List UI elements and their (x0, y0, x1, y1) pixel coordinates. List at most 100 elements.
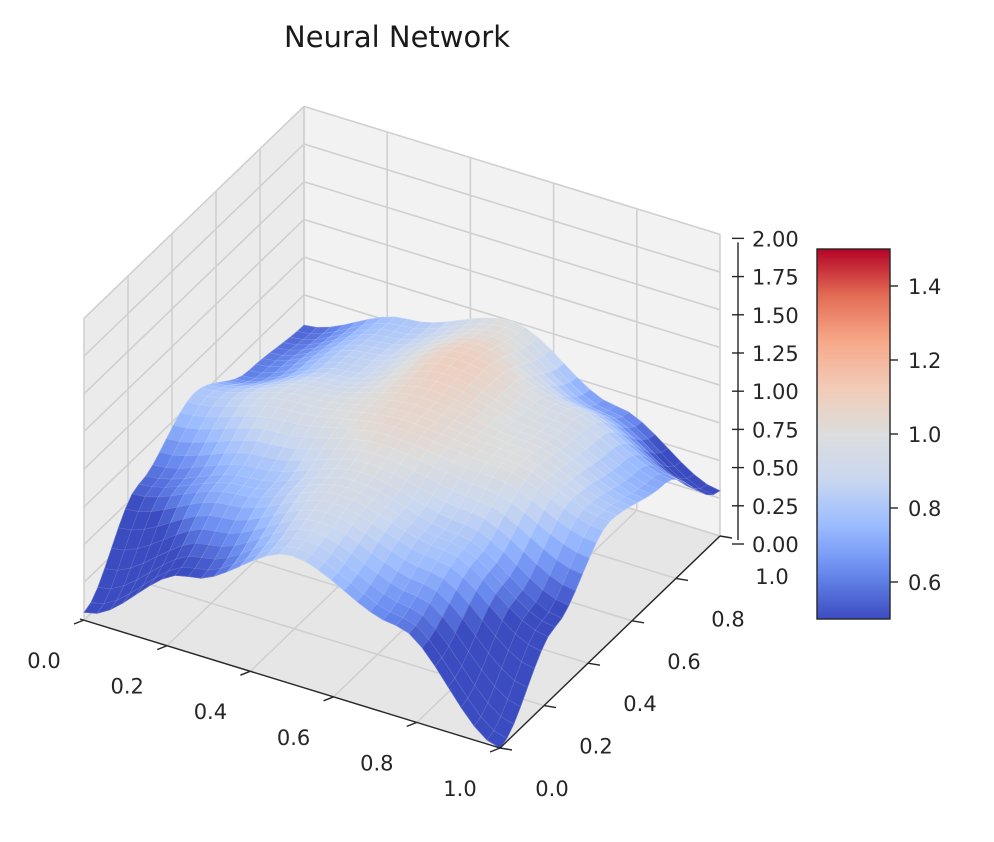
surface-mesh-line (174, 316, 396, 576)
grid-line-z (83, 143, 305, 357)
surface-mesh-line (421, 421, 643, 648)
grid-line-z (83, 256, 305, 470)
surface-mesh-line (255, 350, 673, 480)
surface-mesh-line (330, 349, 552, 580)
surface-mesh-line (193, 392, 611, 522)
surface-mesh-line (221, 380, 638, 503)
surface-mesh-line (460, 454, 682, 708)
x-tick (406, 721, 418, 728)
surface-mesh-line (269, 341, 686, 483)
surface-mesh-line (473, 464, 695, 727)
x-tick-label: 0.4 (194, 700, 227, 724)
colorbar-tick-label: 1.0 (908, 423, 941, 447)
surface-mesh-line (125, 500, 542, 652)
surface-mesh-line (499, 479, 721, 749)
surface-mesh-line (207, 384, 624, 511)
surface-mesh-line (111, 519, 528, 688)
surface-mesh-line (226, 321, 448, 573)
surface-mesh-line (180, 412, 597, 544)
surface-mesh-line (200, 387, 618, 516)
y-tick-label: 0.4 (623, 692, 656, 716)
surface-mesh-line (159, 451, 576, 591)
surface-mesh-line (369, 389, 591, 612)
x-tick-label: 0.0 (27, 649, 60, 673)
y-tick (499, 747, 513, 751)
y-tick (719, 535, 733, 539)
surface-mesh-line (90, 546, 508, 739)
surface-mesh-line (239, 320, 461, 567)
colorbar-gradient (816, 248, 891, 620)
z-tick-label: 2.00 (752, 227, 799, 251)
surface-mesh-line (135, 321, 357, 595)
y-tick (587, 662, 601, 666)
colorbar-tick-label: 0.8 (908, 497, 941, 521)
x-tick (323, 696, 334, 702)
surface-mesh-line (173, 424, 590, 559)
surface-mesh-line (235, 370, 652, 495)
colorbar-tick-label: 1.4 (908, 275, 941, 299)
y-tick-label: 0.6 (667, 650, 700, 674)
z-tick-label: 1.75 (752, 266, 799, 290)
surface-mesh-line (187, 319, 409, 577)
surface-mesh-line (356, 377, 578, 602)
surface-plot (83, 316, 721, 749)
surface-mesh-line (291, 320, 513, 557)
surface-mesh-line (304, 327, 526, 562)
surface-mesh-line (265, 317, 487, 557)
y-tick (675, 577, 689, 582)
x-axis-line (79, 618, 501, 749)
surface-mesh-line (382, 399, 604, 621)
surface-mesh-line (447, 443, 669, 688)
surface-mesh-line (395, 405, 617, 626)
surface-mesh-line (283, 333, 700, 492)
surface-mesh-line (276, 337, 693, 488)
surface-mesh-line (200, 321, 422, 579)
surface-mesh-line (303, 316, 721, 492)
surface-mesh-line (214, 382, 631, 507)
surface-mesh-line (83, 324, 305, 613)
x-tick-label: 0.8 (360, 751, 393, 775)
grid-line-z (303, 143, 721, 273)
surface-mesh-line (138, 482, 556, 628)
y-tick-label: 0.8 (711, 607, 744, 631)
y-tick (631, 620, 645, 624)
y-axis-line (499, 535, 721, 749)
surface-mesh-line (145, 474, 563, 619)
surface-mesh-line (148, 319, 370, 587)
grid-line-z (303, 105, 721, 236)
x-tick-label: 1.0 (443, 777, 476, 801)
surface-mesh-line (262, 345, 679, 480)
grid-line-z (83, 105, 305, 319)
surface-mesh-line (166, 438, 583, 575)
surface-facet (486, 730, 508, 749)
surface-mesh-line (96, 327, 318, 614)
surface-mesh-line (83, 553, 501, 749)
surface-mesh-line (290, 328, 707, 495)
surface-mesh-line (297, 322, 714, 496)
grid-line-z (303, 218, 721, 349)
surface-mesh-line (408, 411, 630, 634)
surface-mesh-line (152, 464, 569, 606)
axes-ticks: 0.0 0.2 0.4 0.6 0.8 1.0 0.0 0.2 0.4 0.6 0.8 1.0 0.00… (27, 227, 798, 801)
z-tick-label: 1.25 (752, 342, 799, 366)
surface-mesh-line (213, 322, 435, 577)
surface-mesh-line (109, 326, 331, 611)
z-tick-label: 0.50 (752, 457, 799, 481)
surface-mesh-line (132, 490, 549, 638)
surface-mesh-line (228, 376, 645, 499)
surface-mesh-line (118, 509, 535, 669)
y-tick-label: 1.0 (755, 565, 788, 589)
x-tick-label: 0.2 (110, 675, 143, 699)
colorbar-tick-label: 1.2 (908, 349, 941, 373)
colorbar: 0.6 0.8 1.0 1.2 1.4 (816, 248, 941, 620)
surface-mesh-line (122, 324, 344, 604)
x-tick (73, 619, 85, 625)
surface-mesh-line (104, 528, 521, 708)
grid-line-z (303, 181, 721, 311)
x-tick (156, 644, 168, 651)
x-tick (489, 747, 501, 753)
grid-line-z (83, 218, 305, 433)
x-tick-label: 0.6 (277, 726, 310, 750)
y-tick-label: 0.2 (579, 735, 612, 759)
